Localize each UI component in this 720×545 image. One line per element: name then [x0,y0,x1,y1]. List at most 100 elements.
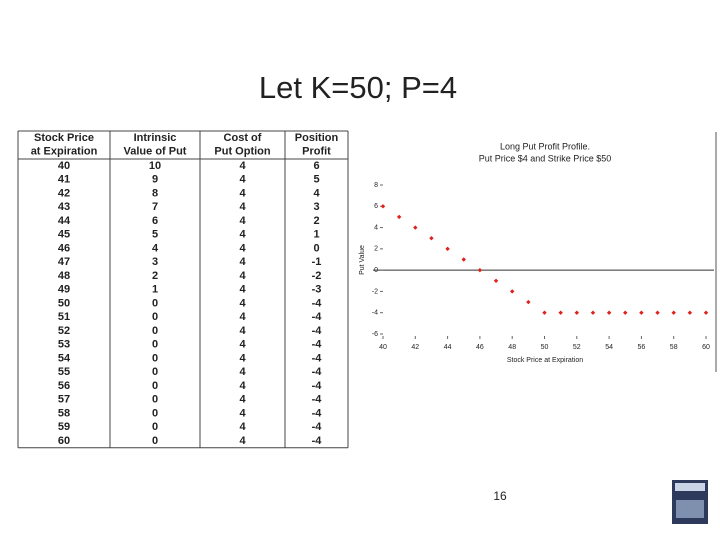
table-cell: 4 [239,407,246,419]
table-cell: 0 [152,435,158,447]
table-cell: 0 [152,297,158,309]
chart: Long Put Profit Profile. Put Price $4 and… [359,132,717,372]
table-cell: 60 [58,435,70,447]
y-tick-label: 4 [374,224,378,231]
table-cell: -4 [312,352,323,364]
table-cell: 49 [58,284,70,296]
table-cell: 58 [58,407,70,419]
table-cell: 2 [313,215,319,227]
table-cell: 0 [152,421,158,433]
table-cell: 47 [58,256,70,268]
x-tick-label: 44 [444,344,452,351]
data-point [461,257,466,262]
y-tick-label: -4 [372,310,378,317]
table-header: Put Option [214,145,270,157]
table-cell: 1 [313,229,319,241]
x-tick-label: 58 [670,344,678,351]
table-cell: -4 [312,407,323,419]
x-tick-label: 54 [605,344,613,351]
table-cell: 56 [58,380,70,392]
table-cell: 57 [58,394,70,406]
table-cell: 5 [313,174,319,186]
table-header: Stock Price [34,132,94,144]
table-cell: -1 [312,256,322,268]
table-cell: 4 [239,366,246,378]
table-cell: 41 [58,174,70,186]
table-cell: 0 [313,242,319,254]
data-point [703,310,709,315]
table-cell: 6 [313,160,319,172]
table-cell: 0 [152,311,158,323]
table-cell: -4 [312,297,323,309]
table-cell: 0 [152,394,158,406]
data-point [526,299,531,305]
y-tick-label: 8 [374,182,378,189]
table-cell: 0 [152,380,158,392]
table-cell: 3 [152,256,158,268]
table-cell: 0 [152,339,158,351]
data-point [380,204,386,209]
table-cell: 42 [58,187,70,199]
x-axis-label: Stock Price at Expiration [507,357,583,364]
table-cell: 4 [239,435,246,447]
table-cell: 4 [239,160,246,172]
table-cell: 0 [152,325,158,337]
x-tick-label: 50 [541,344,549,351]
book-cover [672,480,708,524]
table-cell: -3 [312,284,322,296]
slide-title: Let K=50; P=4 [259,70,457,105]
y-tick-label: 6 [374,203,378,210]
data-point [623,310,628,315]
table-cell: 4 [313,187,320,199]
data-point [655,310,660,315]
table-cell: -4 [312,325,323,337]
table-cell: 0 [152,352,158,364]
table-cell: -4 [312,421,323,433]
table-cell: 4 [239,421,246,433]
table-cell: 1 [152,284,158,296]
table-cell: 4 [239,352,246,364]
table-header: Profit [302,145,331,157]
data-point [477,267,483,273]
table-cell: 4 [239,311,246,323]
x-tick-label: 46 [476,344,484,351]
table-cell: -4 [312,435,323,447]
table-cell: 6 [152,215,158,227]
table-cell: 4 [239,256,246,268]
table-cell: 9 [152,174,158,186]
table-cell: 0 [152,407,158,419]
data-point [558,310,563,315]
table-header: Intrinsic [134,132,177,144]
data-point [687,310,693,315]
table-cell: 4 [239,187,246,199]
table-cell: 4 [239,201,246,213]
table-cell: 4 [239,174,246,186]
data-point [574,310,579,315]
chart-title: Long Put Profit Profile. [500,141,590,151]
table-cell: 5 [152,229,158,241]
table-cell: 40 [58,160,70,172]
table-cell: -4 [312,380,323,392]
table-cell: 4 [239,242,246,254]
table-cell: 4 [152,242,159,254]
y-tick-label: 0 [374,267,378,274]
table-header: Position [295,132,339,144]
table-cell: 46 [58,242,70,254]
table-cell: 10 [149,160,161,172]
data-point [510,289,515,294]
table-cell: 4 [239,325,246,337]
data-point [413,225,418,230]
table-cell: -4 [312,394,323,406]
table-cell: 4 [239,380,246,392]
data-point [493,278,499,283]
table-cell: -2 [312,270,322,282]
table-cell: 3 [313,201,319,213]
table-cell: 4 [239,284,246,296]
data-point [429,236,434,241]
table-header: Value of Put [124,145,187,157]
x-tick-label: 60 [702,344,710,351]
data-point [606,310,612,315]
table-cell: 4 [239,339,246,351]
table-cell: 4 [239,215,246,227]
